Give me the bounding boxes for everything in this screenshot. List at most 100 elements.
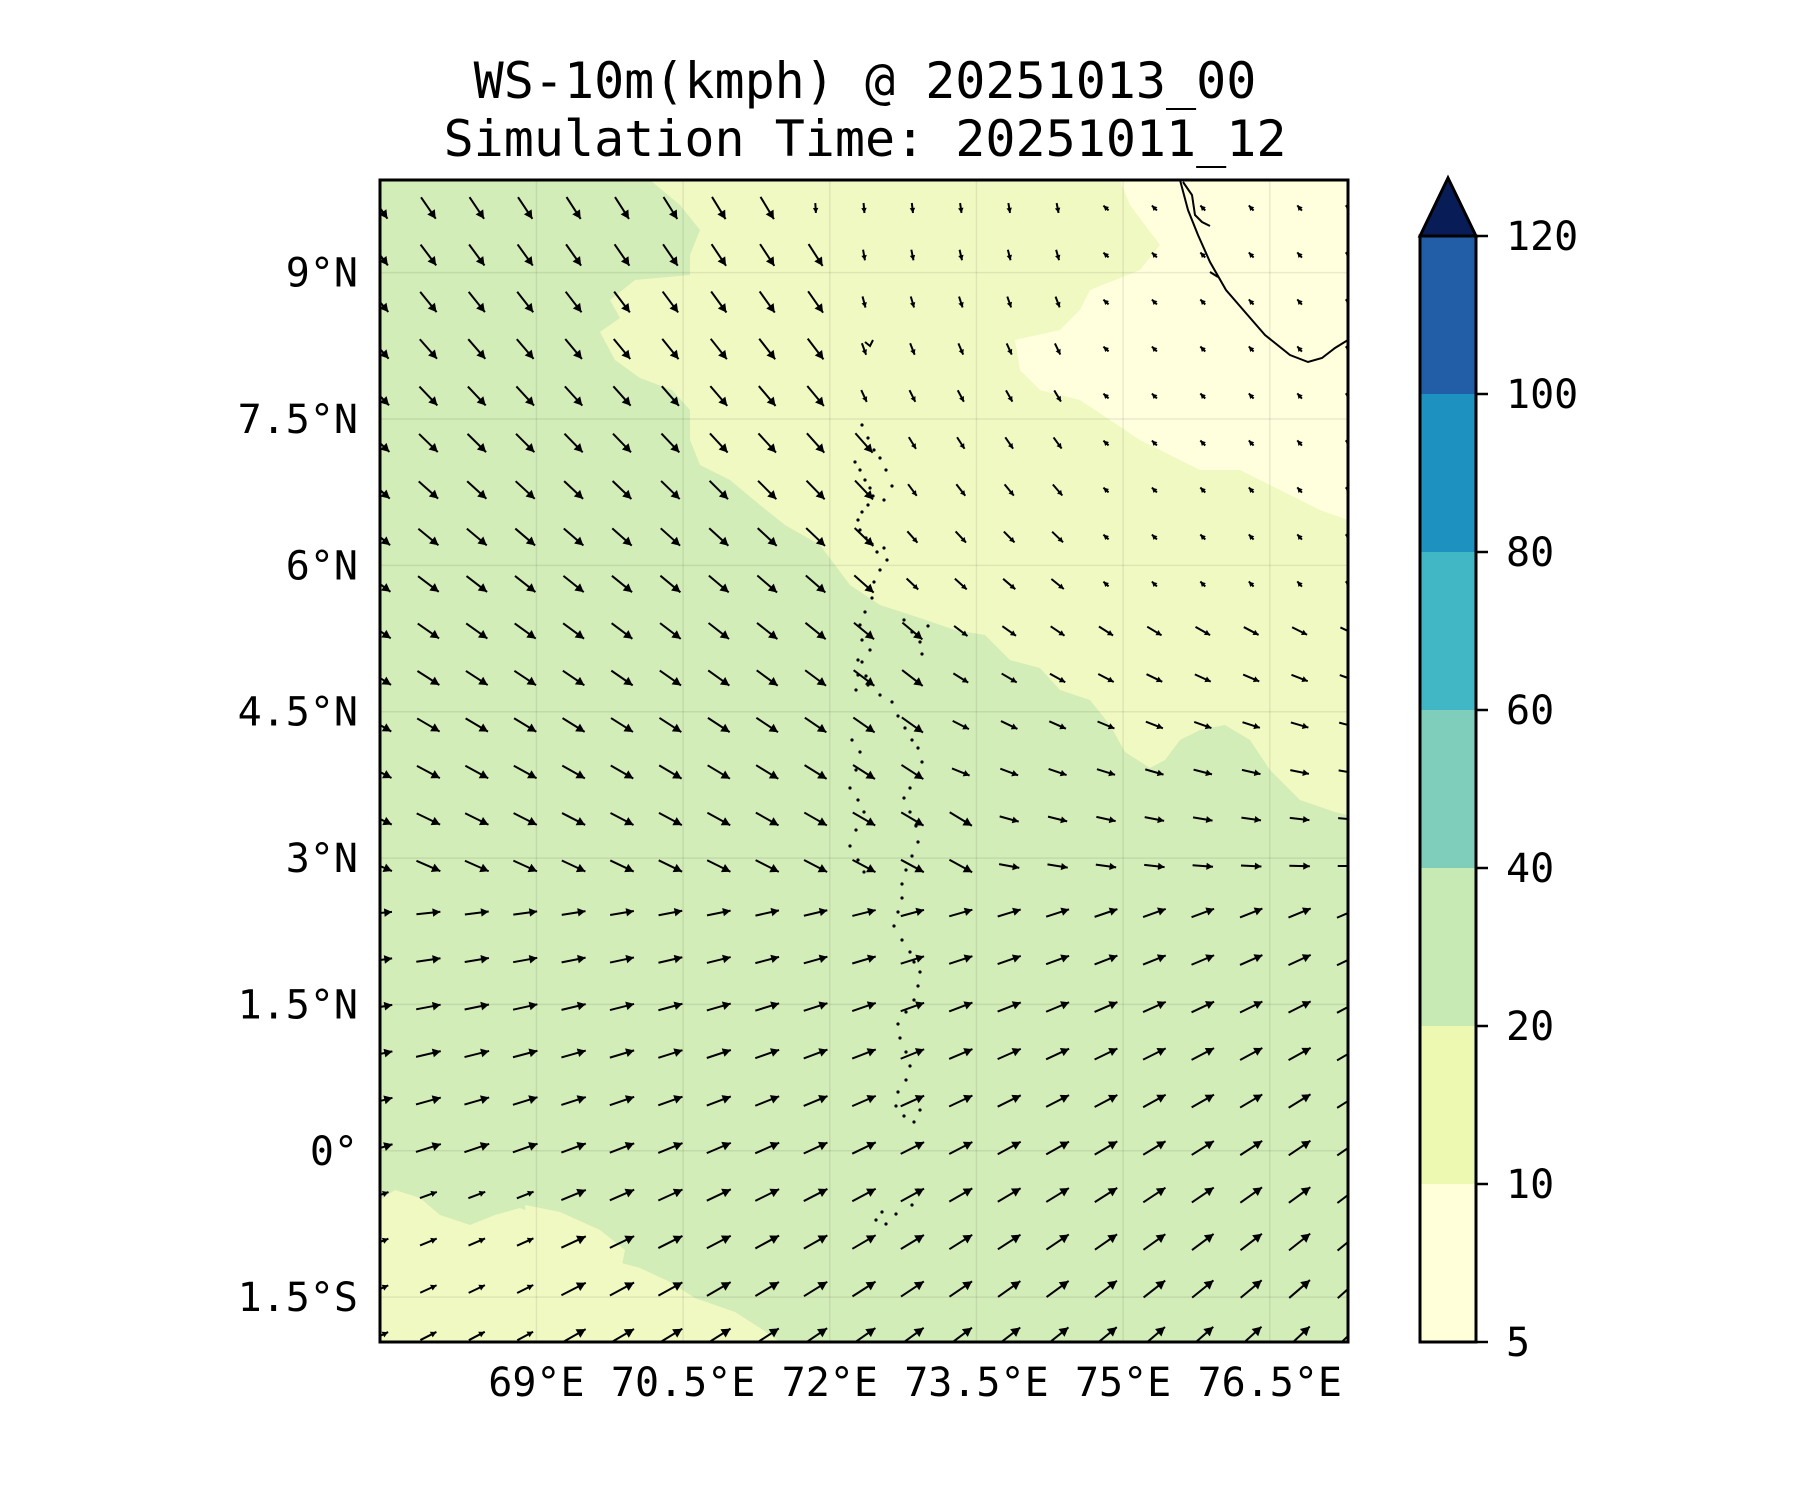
colorbar-segment [1420,1184,1476,1342]
wind-arrow [853,669,875,687]
atoll-dot [863,610,867,614]
wind-arrow [1248,392,1255,400]
wind-arrow [997,1233,1022,1251]
wind-arrow [757,527,778,547]
wind-arrow [997,1001,1022,1013]
wind-arrow [658,908,683,917]
wind-arrow [657,1188,683,1202]
wind-arrow [860,389,868,403]
wind-arrow [563,527,585,547]
wind-arrow [1290,721,1309,730]
wind-arrow [514,575,537,593]
wind-arrow [415,1142,442,1153]
wind-arrow [1102,486,1110,494]
wind-arrow [1193,721,1212,730]
wind-arrow [956,389,965,403]
wind-arrow [658,1048,683,1059]
wind-arrow [1151,392,1158,400]
wind-arrow [416,908,441,917]
wind-arrow [1191,1186,1215,1204]
wind-arrow [1051,530,1064,544]
wind-arrow [565,196,582,220]
wind-arrow [1142,1140,1167,1156]
atoll-dot [885,558,889,562]
atoll-dot [920,760,924,764]
atoll-dot [903,726,907,730]
wind-arrow [1144,816,1165,824]
wind-arrow [512,1001,538,1011]
wind-arrow [755,1001,780,1012]
wind-arrow [706,1141,732,1155]
wind-arrow [657,1281,683,1297]
wind-arrow [464,955,490,964]
wind-arrow [1289,862,1310,870]
wind-arrow [380,1237,389,1244]
lat-tick-label: 1.5°S [238,1275,358,1321]
wind-arrow [467,385,487,407]
wind-arrow [1151,580,1158,588]
wind-arrow [1142,1093,1167,1109]
wind-arrow [419,243,437,267]
wind-arrow [956,436,966,450]
atoll-dot [856,858,860,862]
wind-arrow [900,1001,925,1013]
atoll-dot [898,1036,902,1040]
wind-arrow [953,625,969,637]
wind-arrow [758,385,777,407]
wind-arrow [1045,1094,1070,1108]
map-area [380,180,1348,1342]
wind-arrow [609,1048,635,1059]
atoll-dot [896,1090,900,1094]
wind-arrow [1192,862,1214,870]
wind-arrow [861,249,867,261]
wind-arrow [1239,1186,1263,1204]
atoll-dot [900,938,904,942]
wind-arrow [1241,816,1262,823]
atoll-dot [862,810,866,814]
wind-arrow [1052,483,1064,497]
atoll-dot [916,746,920,750]
wind-arrow [803,1001,828,1012]
wind-arrow [1239,1140,1263,1156]
atoll-dot [850,738,854,742]
wind-arrow [468,1237,486,1247]
wind-arrow [660,480,681,500]
wind-arrow [758,290,776,314]
atoll-dot [870,596,874,600]
wind-arrow [1151,251,1158,259]
colorbar-tick-label: 100 [1506,372,1578,418]
wind-arrow [1053,389,1062,403]
wind-arrow [1142,1279,1166,1299]
wind-arrow [805,527,826,547]
atoll-dot [910,1203,914,1207]
atoll-dot [908,1064,912,1068]
wind-arrow [803,1280,828,1298]
wind-arrow [1146,673,1163,683]
wind-arrow [610,717,634,733]
wind-arrow [1288,1000,1312,1014]
wind-arrow [419,291,438,313]
wind-arrow [662,196,679,220]
wind-arrow [851,1001,877,1012]
wind-arrow [948,954,973,965]
atoll-dot [882,546,886,550]
wind-arrow [464,764,489,780]
atoll-dot [866,503,870,507]
wind-arrow [907,436,917,450]
wind-arrow [661,338,680,360]
wind-arrow [416,812,441,826]
wind-arrow [1094,1187,1118,1203]
wind-arrow [380,1142,393,1152]
wind-arrow [1045,1001,1070,1013]
wind-arrow [1045,1140,1070,1156]
wind-arrow [1005,343,1013,355]
atoll-dot [918,970,922,974]
lon-tick-label: 70.5°E [611,1360,756,1406]
wind-arrow [662,243,679,267]
wind-arrow [1199,439,1206,447]
wind-arrow [514,527,536,547]
wind-arrow [417,575,440,593]
wind-arrow [754,1281,780,1297]
wind-arrow [1291,626,1308,636]
wind-arrow [1243,626,1260,636]
